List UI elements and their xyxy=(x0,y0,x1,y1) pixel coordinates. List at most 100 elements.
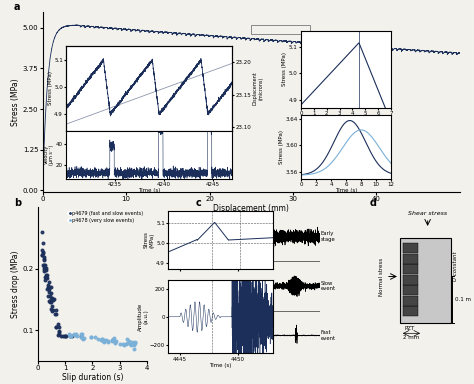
X-axis label: Time (s): Time (s) xyxy=(209,363,232,368)
Text: b: b xyxy=(14,198,21,208)
Point xyxy=(67,333,74,339)
Point xyxy=(42,265,49,271)
Point xyxy=(49,306,57,313)
Point xyxy=(55,332,62,338)
Text: 2 mm: 2 mm xyxy=(403,336,419,341)
Point xyxy=(66,333,74,339)
Point xyxy=(87,334,95,341)
Point xyxy=(40,262,48,268)
Point xyxy=(108,336,116,343)
Y-axis label: Stress (MPa): Stress (MPa) xyxy=(11,78,20,126)
Point xyxy=(97,337,105,343)
Point xyxy=(126,338,133,344)
Point xyxy=(78,333,85,339)
Text: PZT: PZT xyxy=(404,326,414,331)
Point xyxy=(48,295,56,301)
Point xyxy=(123,341,130,347)
Text: Early
stage: Early stage xyxy=(321,231,336,242)
Point xyxy=(109,336,117,342)
Point xyxy=(113,338,120,344)
Point xyxy=(111,339,119,345)
Point xyxy=(47,284,55,290)
Bar xyxy=(402,306,419,316)
Point xyxy=(123,336,131,342)
Point xyxy=(40,263,47,270)
Point xyxy=(127,342,135,348)
Point xyxy=(55,324,63,330)
Y-axis label: Displacement
(microns): Displacement (microns) xyxy=(253,71,264,105)
Point xyxy=(48,303,55,309)
Text: U constant: U constant xyxy=(453,251,458,281)
Point xyxy=(63,333,70,339)
Y-axis label: Stress drop (MPa): Stress drop (MPa) xyxy=(11,250,20,318)
Text: d: d xyxy=(369,198,376,208)
Point xyxy=(66,331,73,338)
Point xyxy=(66,333,74,339)
X-axis label: Time (s): Time (s) xyxy=(138,189,161,194)
Point xyxy=(47,290,55,296)
Point xyxy=(61,333,69,339)
Point xyxy=(39,250,47,256)
Point xyxy=(104,338,112,344)
Point xyxy=(39,240,47,246)
X-axis label: Time (s): Time (s) xyxy=(335,118,357,122)
Y-axis label: Stress (MPa): Stress (MPa) xyxy=(279,130,284,164)
Point xyxy=(43,286,51,292)
Point xyxy=(38,247,46,253)
Text: Slow
event: Slow event xyxy=(321,281,336,291)
Y-axis label: Stress
(MPa): Stress (MPa) xyxy=(144,232,155,248)
Point xyxy=(59,333,67,339)
Point xyxy=(46,279,53,285)
Bar xyxy=(402,265,419,275)
Bar xyxy=(402,243,419,253)
Text: Normal stress: Normal stress xyxy=(379,257,384,296)
Point xyxy=(94,336,102,342)
Bar xyxy=(402,296,419,306)
Point xyxy=(45,284,53,290)
Point xyxy=(130,342,138,348)
Point xyxy=(47,296,55,302)
Text: c: c xyxy=(195,198,201,208)
Bar xyxy=(400,238,451,323)
Point xyxy=(43,275,51,281)
Point xyxy=(109,338,116,344)
Point xyxy=(51,296,58,302)
Point xyxy=(46,293,54,300)
Point xyxy=(55,328,63,334)
Point xyxy=(53,324,60,330)
X-axis label: Slip duration (s): Slip duration (s) xyxy=(62,372,123,382)
Point xyxy=(39,252,46,258)
Point xyxy=(42,267,50,273)
Y-axis label: Amplitude
(a.u.): Amplitude (a.u.) xyxy=(137,303,148,331)
Point xyxy=(71,332,79,338)
Text: Shear stress: Shear stress xyxy=(408,211,447,216)
Point xyxy=(45,286,53,292)
Point xyxy=(47,299,55,305)
Point xyxy=(40,256,47,262)
Point xyxy=(102,336,110,343)
Point xyxy=(110,335,118,341)
Point xyxy=(131,346,138,353)
Point xyxy=(42,274,49,280)
Point xyxy=(78,331,85,337)
Point xyxy=(38,229,46,235)
Point xyxy=(48,308,55,314)
Point xyxy=(73,331,80,337)
Point xyxy=(51,311,58,317)
Point xyxy=(70,331,78,337)
Point xyxy=(40,257,47,263)
Point xyxy=(57,333,65,339)
Point xyxy=(40,254,47,260)
Point xyxy=(50,297,57,303)
Point xyxy=(131,339,138,345)
Point xyxy=(55,331,63,338)
Point xyxy=(98,336,105,342)
Point xyxy=(41,262,49,268)
Point xyxy=(39,249,47,255)
Point xyxy=(41,266,48,272)
Point xyxy=(40,268,48,274)
Y-axis label: Stress (MPa): Stress (MPa) xyxy=(283,52,287,86)
Point xyxy=(42,271,50,278)
Bar xyxy=(402,254,419,264)
Point xyxy=(52,307,60,313)
